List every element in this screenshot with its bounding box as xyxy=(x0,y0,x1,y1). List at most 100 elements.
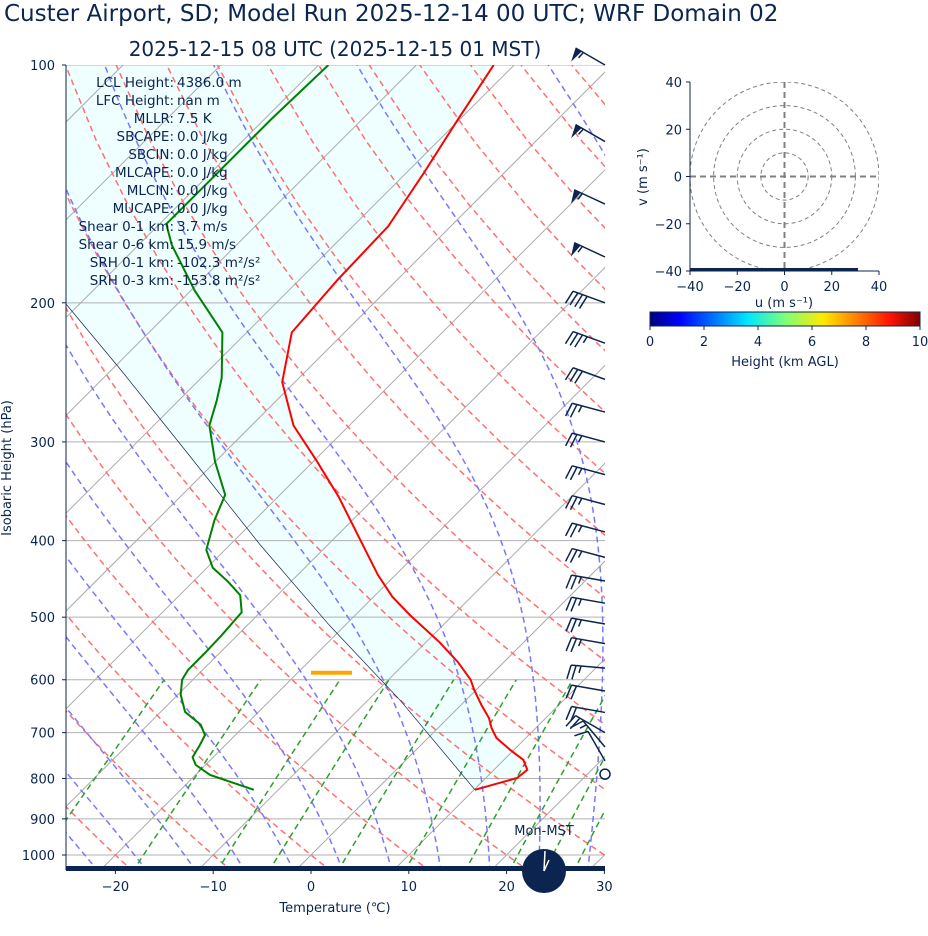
stat-value: 0.0 J/kg xyxy=(177,129,228,145)
barb-full xyxy=(574,370,584,384)
dry-adiabat-line xyxy=(66,709,232,870)
y-tick-label: 900 xyxy=(30,813,55,828)
barb-staff xyxy=(571,684,606,692)
barb-full xyxy=(570,618,578,633)
colorbar-tick-label: 0 xyxy=(646,335,654,350)
barb-staff xyxy=(571,617,606,625)
stat-value: 0.0 J/kg xyxy=(177,201,228,217)
barb-staff xyxy=(571,664,606,669)
barb-flag xyxy=(571,124,582,139)
mixing-ratio-line xyxy=(337,679,455,870)
dry-adiabat-line xyxy=(774,65,928,872)
barb-full xyxy=(569,549,578,563)
barb-half xyxy=(577,497,583,505)
barb-staff xyxy=(587,731,606,762)
wind-barb xyxy=(564,432,606,448)
barb-full xyxy=(570,575,578,590)
stat-value: 3.7 m/s xyxy=(177,219,228,235)
dry-adiabat-line xyxy=(825,65,928,872)
wind-barb xyxy=(564,367,606,384)
dewpoint-line xyxy=(165,65,330,791)
mixing-ratio-line xyxy=(508,694,605,870)
mixing-ratio-line xyxy=(404,679,517,870)
barb-full xyxy=(565,715,577,727)
barb-full xyxy=(574,334,584,348)
isotherm-line xyxy=(66,169,605,710)
barb-full xyxy=(574,730,589,737)
dry-adiabat-line xyxy=(673,65,928,872)
barb-half xyxy=(577,598,583,606)
stat-value: nan m xyxy=(177,93,220,109)
barb-staff xyxy=(582,720,606,748)
wind-barb xyxy=(565,684,606,700)
wind-barb xyxy=(565,705,606,721)
barb-staff xyxy=(572,367,606,381)
barb-full xyxy=(570,720,584,729)
wind-barb xyxy=(564,547,606,563)
wind-barb xyxy=(565,596,606,612)
hodograph-x-tick-label: −40 xyxy=(676,280,703,295)
barb-full xyxy=(570,638,578,653)
barb-full xyxy=(564,331,574,345)
colorbar-tick-label: 10 xyxy=(912,335,928,350)
dry-adiabat-line xyxy=(66,413,529,870)
barb-full xyxy=(571,665,577,680)
moist-adiabat-line xyxy=(66,187,442,870)
clock: Mon-MST xyxy=(514,824,574,893)
x-tick-label: 10 xyxy=(401,880,418,895)
wind-barbs xyxy=(564,47,611,780)
moist-adiabat-line xyxy=(686,65,796,872)
barb-full xyxy=(564,465,573,479)
y-tick-label: 200 xyxy=(30,297,55,312)
dry-adiabat-line xyxy=(115,65,605,662)
dry-adiabat-line xyxy=(724,65,928,872)
isotherm-line xyxy=(66,266,605,808)
barb-full xyxy=(570,707,578,721)
moist-adiabat-line xyxy=(66,771,148,870)
barb-full xyxy=(570,685,578,700)
colorbar-tick-label: 2 xyxy=(700,335,708,350)
barb-full xyxy=(569,292,579,306)
stat-name: SBCIN: xyxy=(128,147,174,163)
barb-full xyxy=(569,332,579,346)
hodograph-y-label: v (m s⁻¹) xyxy=(636,148,651,206)
barb-half xyxy=(578,665,582,674)
mixing-ratio-line xyxy=(216,679,341,870)
stat-line: SRH 0-3 km: -153.8 m²/s² xyxy=(90,273,261,289)
barb-full xyxy=(565,706,573,721)
stat-line: SBCAPE: 0.0 J/kg xyxy=(117,129,228,145)
barb-full xyxy=(564,290,574,304)
stat-name: LCL Height: xyxy=(96,75,174,91)
dry-adiabat-line xyxy=(66,191,605,791)
barb-full xyxy=(564,432,573,447)
stat-name: MLCIN: xyxy=(127,183,174,199)
dry-adiabat-line xyxy=(66,613,331,870)
cin-shading xyxy=(66,65,528,790)
barb-full xyxy=(569,524,578,538)
stat-line: LFC Height: nan m xyxy=(96,93,220,109)
dry-adiabat-line xyxy=(216,65,605,537)
barb-full xyxy=(565,637,573,652)
temperature-line xyxy=(281,65,529,791)
barb-half xyxy=(582,336,588,344)
stat-name: MLLR: xyxy=(134,111,174,127)
wind-barb xyxy=(570,241,606,258)
mixing-ratio-line xyxy=(66,679,165,822)
barb-full xyxy=(564,402,573,417)
surface-bar xyxy=(66,866,605,871)
mixing-ratio-line xyxy=(268,679,390,870)
barb-staff xyxy=(571,596,606,604)
calm-wind-icon xyxy=(599,768,611,780)
isotherm-line xyxy=(66,71,605,612)
hodograph-y-tick-label: −20 xyxy=(655,218,682,233)
y-tick-label: 500 xyxy=(30,611,55,626)
isotherm-line xyxy=(66,65,515,514)
barb-half xyxy=(577,128,584,135)
isotherm-line xyxy=(66,65,417,417)
moist-adiabat-line xyxy=(103,65,491,870)
barb-half xyxy=(577,405,583,413)
stat-name: Shear 0-1 km: xyxy=(79,219,174,235)
barb-staff xyxy=(571,432,606,443)
y-tick-label: 700 xyxy=(30,727,55,742)
